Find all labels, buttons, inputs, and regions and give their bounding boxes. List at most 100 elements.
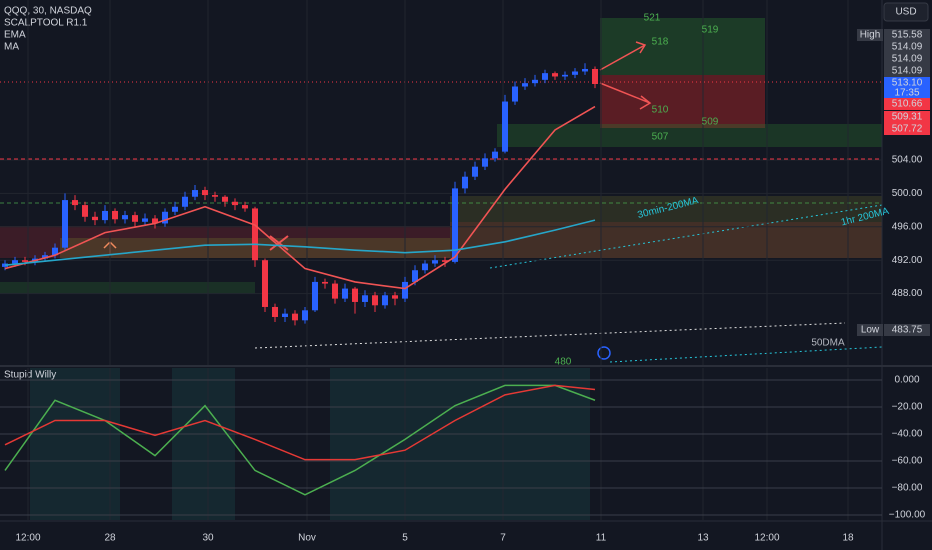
price-tag-label: 514.09	[892, 42, 923, 53]
candle-body	[92, 216, 98, 221]
candle-body	[492, 151, 498, 159]
candle-body	[122, 215, 128, 220]
candle-body	[532, 79, 538, 84]
price-tag	[884, 41, 930, 53]
candle-body	[552, 73, 558, 77]
x-tick-label: Nov	[298, 533, 316, 544]
y-tick-label: −20.00	[892, 402, 923, 413]
annotation: 50DMA	[811, 338, 845, 349]
currency[interactable]: USD	[895, 7, 916, 18]
candle-body	[142, 218, 148, 222]
x-tick-label: 30	[202, 533, 214, 544]
candle-body	[62, 200, 68, 248]
x-tick-label: 18	[842, 533, 854, 544]
candle-body	[322, 281, 328, 284]
annotation: 521	[644, 13, 661, 24]
candle-body	[132, 215, 138, 222]
tag-label: High	[860, 30, 881, 41]
icon	[597, 346, 611, 360]
price-tag	[884, 98, 930, 110]
candle-body	[432, 260, 438, 264]
y-tick-label: −60.00	[892, 456, 923, 467]
y-tick-label: 488.00	[892, 288, 923, 299]
candle-body	[262, 260, 268, 307]
y-tick-label: 500.00	[892, 188, 923, 199]
candle-body	[362, 295, 368, 302]
price-tag-label: 509.31	[892, 112, 923, 123]
candle-body	[172, 206, 178, 212]
price-tag-time: 17:35	[894, 88, 919, 99]
currency-button[interactable]	[883, 2, 929, 22]
candle-body	[2, 263, 8, 267]
price-tag	[884, 65, 930, 77]
candle-body	[512, 86, 518, 102]
candle-body	[192, 190, 198, 197]
candle-body	[72, 200, 78, 206]
osc-shade	[30, 368, 120, 520]
price-tag-label: 510.66	[892, 99, 923, 110]
x-tick-label: 7	[500, 533, 506, 544]
candle-body	[242, 205, 248, 209]
trend-line	[609, 346, 883, 363]
osc-shade	[330, 368, 590, 520]
trend-line	[489, 204, 883, 269]
tag-box	[857, 29, 883, 41]
trend-line	[254, 322, 846, 349]
x-tick-label: 28	[104, 533, 116, 544]
price-tag	[884, 123, 930, 135]
candle-body	[482, 158, 488, 167]
candle-body	[472, 166, 478, 177]
pane-title: Stupid Willy	[4, 370, 56, 381]
candle-body	[332, 283, 338, 299]
candle-body	[462, 176, 468, 189]
candle-body	[392, 295, 398, 299]
x-tick-label: 11	[596, 533, 607, 544]
price-tag	[884, 53, 930, 65]
chart-title: QQQ, 30, NASDAQ	[4, 6, 92, 17]
candle-body	[562, 74, 568, 77]
candle-body	[42, 255, 48, 259]
tag-box	[857, 324, 883, 336]
arrow	[599, 41, 652, 110]
candle-body	[412, 270, 418, 282]
y-tick-label: −40.00	[892, 429, 923, 440]
candle-body	[352, 288, 358, 302]
price-tag	[884, 29, 930, 41]
candle-body	[452, 188, 458, 262]
legend-entry: EMA	[4, 30, 26, 41]
annotation: 507	[652, 132, 669, 143]
tag-label: Low	[861, 325, 880, 336]
candle-body	[162, 211, 168, 224]
cross	[269, 235, 289, 251]
candle-body	[312, 281, 318, 311]
candle-body	[442, 260, 448, 262]
y-tick-label: −80.00	[892, 483, 923, 494]
candle-body	[112, 210, 118, 220]
x-tick-label: 13	[697, 533, 709, 544]
loss-zone	[600, 75, 765, 128]
zone	[450, 222, 882, 258]
price-tag	[884, 324, 930, 336]
y-tick-label: 496.00	[892, 221, 923, 232]
candle-body	[402, 281, 408, 299]
legend-entry: MA	[4, 42, 19, 53]
candle-body	[212, 195, 218, 197]
zone	[0, 226, 450, 258]
x-tick-label: 5	[402, 533, 408, 544]
annotation: 518	[652, 37, 669, 48]
osc-shade	[172, 368, 235, 520]
candle-body	[372, 295, 378, 306]
price-tag	[884, 77, 930, 99]
candle-body	[502, 101, 508, 152]
x-tick-label: 12:00	[754, 533, 779, 544]
candle-body	[12, 260, 18, 264]
y-tick-label: 492.00	[892, 255, 923, 266]
candle-body	[592, 68, 598, 85]
candle-body	[102, 210, 108, 221]
candle-body	[82, 205, 88, 217]
annotation: 510	[652, 105, 669, 116]
price-tag-label: 515.58	[892, 30, 923, 41]
candle-body	[52, 247, 58, 256]
indicator-label: SCALPTOOL R1.1	[4, 18, 88, 29]
